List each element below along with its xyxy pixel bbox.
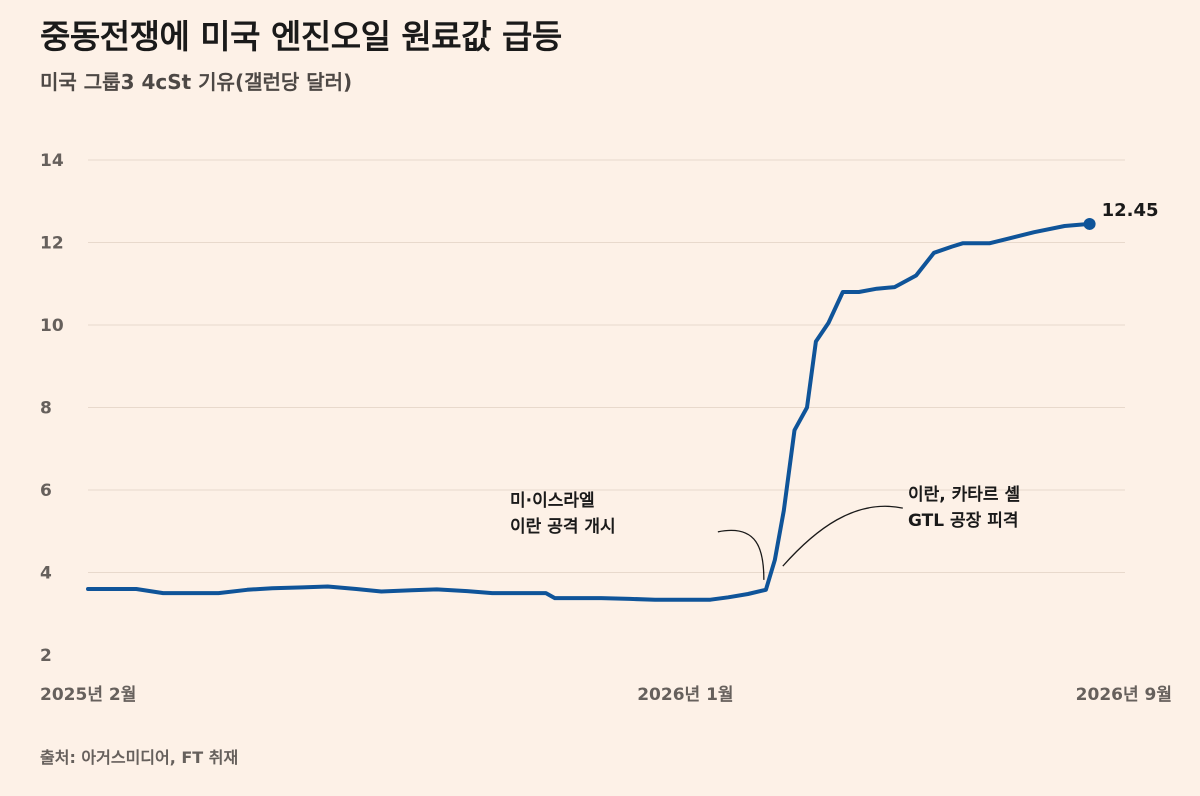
annotation-1-leader [717, 529, 765, 580]
series: 12.45 [86, 200, 1159, 602]
y-axis-ticks: 2 4 6 8 10 12 14 [40, 151, 64, 666]
y-tick-label: 2 [40, 646, 52, 666]
last-value-label: 12.45 [1102, 200, 1159, 221]
annotation-2-leader [782, 505, 903, 567]
y-tick-label: 6 [40, 481, 52, 501]
annotation-1-text: 이란 공격 개시 [510, 517, 616, 537]
y-tick-label: 4 [40, 564, 52, 584]
series-line [86, 221, 1092, 602]
annotation-2-text: 이란, 카타르 셸 [908, 485, 1020, 505]
x-tick-label: 2026년 1월 [637, 685, 733, 705]
y-tick-label: 14 [40, 151, 64, 171]
source-note: 출처: 아거스미디어, FT 취재 [40, 748, 239, 767]
annotation-1-text: 미·이스라엘 [510, 491, 595, 511]
annotation-2-text: GTL 공장 피격 [908, 511, 1018, 531]
x-tick-label: 2026년 9월 [1076, 685, 1172, 705]
y-tick-label: 8 [40, 399, 52, 419]
y-tick-label: 12 [40, 234, 64, 254]
last-point-marker [1083, 217, 1096, 230]
x-tick-label: 2025년 2월 [40, 685, 136, 705]
x-axis-ticks: 2025년 2월 2026년 1월 2026년 9월 [40, 685, 1172, 705]
chart-subtitle: 미국 그룹3 4cSt 기유(갤런당 달러) [40, 70, 353, 94]
y-tick-label: 10 [40, 316, 64, 336]
gridlines [88, 159, 1125, 573]
chart-title: 중동전쟁에 미국 엔진오일 원료값 급등 [40, 17, 562, 56]
